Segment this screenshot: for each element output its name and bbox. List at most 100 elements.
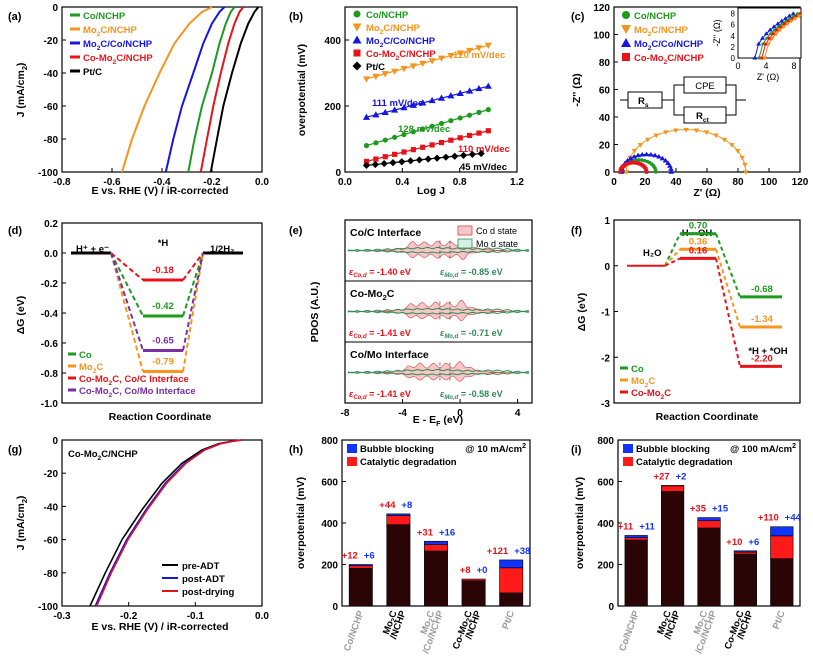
panel-e-legend-mo: Mo d state [476, 239, 518, 249]
bar-degradation-0 [624, 537, 648, 541]
panel-c-legend-marker [622, 11, 630, 19]
inset-y-tick-label: 4 [731, 32, 736, 41]
panel-i-label: (i) [571, 444, 582, 456]
panel-c-point [639, 151, 646, 157]
inset-point [784, 19, 788, 23]
inset-point [775, 21, 781, 26]
panel-h-legend-bubble-swatch [347, 444, 357, 453]
panel-c-legend-label: Co-Mo2C/NCHP [634, 53, 704, 66]
panel-e-mo-d-state [347, 310, 530, 315]
panel-c-point [672, 128, 679, 134]
inset-point [760, 56, 764, 60]
bar-bubble-0 [624, 535, 648, 539]
panel-i-y-tick: 800 [597, 436, 614, 447]
inset-point [796, 14, 802, 19]
panel-c-point [734, 149, 741, 154]
bar-label-bubble: +0 [477, 565, 488, 576]
panel-e-y-axis-label: PDOS (A.U.) [309, 282, 321, 343]
panel-c-point [623, 163, 627, 167]
panel-f-connector [715, 258, 741, 367]
panel-d-x-axis-label: Reaction Coordinate [109, 411, 212, 423]
inset-point [757, 56, 761, 60]
panel-c-x-tick: 20 [639, 177, 651, 188]
panel-d-value-label: -0.18 [152, 265, 174, 276]
panel-d-y-tick: -0.6 [41, 339, 59, 350]
panel-d-final-label: 1/2H₂ [210, 244, 234, 255]
panel-d-value-label: -0.42 [152, 301, 174, 312]
panel-d-label: (d) [8, 225, 22, 237]
panel-f-ts-value: 0.36 [689, 236, 708, 247]
inset-point [762, 56, 768, 61]
panel-c-point [665, 160, 671, 165]
bar-category-label: Mo2C [692, 609, 712, 636]
panel-c-point [638, 162, 642, 166]
panel-f-initial-label: H₂O [643, 248, 661, 259]
panel-e-co-d-state [347, 238, 529, 260]
panel-c-point [668, 166, 674, 171]
bar-label-degradation: +8 [460, 565, 471, 576]
inset-y-tick-label: 6 [731, 21, 736, 30]
panel-c-point [627, 155, 634, 161]
bar-category-label: Mo2C [655, 609, 675, 636]
bar-degradation-4 [499, 567, 524, 594]
panel-b-x-axis-label: Log J [417, 185, 445, 197]
panel-h-legend-degradation: Catalytic degradation [360, 457, 457, 468]
inset-y-tick-label: 0 [731, 54, 736, 63]
panel-a-x-tick: -0.4 [153, 177, 171, 188]
panel-g-x-axis-label: E vs. RHE (V) / iR-corrected [91, 621, 228, 633]
panel-c-legend-label: Mo2C/Co/NCHP [634, 39, 704, 52]
panel-f-y-tick: -1 [601, 308, 610, 319]
panel-d-y-axis-label: ΔG (eV) [15, 296, 27, 334]
panel-f-y-tick: 1 [604, 216, 610, 227]
panel-d-y-tick: -0.4 [41, 309, 59, 320]
panel-i-y-tick: 200 [597, 561, 614, 572]
panel-h-legend-degradation-swatch [347, 457, 357, 466]
inset-point [786, 13, 792, 18]
bar-label-degradation: +27 [653, 471, 669, 482]
panel-b-legend-marker [352, 61, 362, 71]
panel-b-slope-label: 110 mV/dec [458, 144, 510, 155]
panel-h-annotation: @ 10 mA/cm2 [465, 443, 526, 455]
bar-bubble-1 [386, 513, 411, 516]
circuit-wire [662, 84, 684, 101]
panel-d-y-tick: 0.0 [44, 249, 58, 260]
panel-c-point [635, 152, 641, 158]
panel-a-curve-Mo2C/NCHP [121, 6, 213, 173]
panel-d-connector [182, 252, 204, 372]
bar-base-4 [499, 592, 524, 607]
panel-a-label: (a) [8, 11, 22, 23]
panel-i-legend-bubble-swatch [623, 444, 633, 453]
panel-b-x-tick: 1.2 [510, 177, 524, 188]
panel-f-legend-label: Mo2C [631, 376, 655, 389]
panel-b-legend-marker [352, 35, 362, 44]
panel-c-point [653, 133, 660, 139]
bar-label-degradation: +44 [379, 500, 396, 511]
inset-point [790, 11, 796, 16]
panel-b-legend-marker [353, 49, 361, 57]
bar-label-bubble: +8 [401, 500, 412, 511]
panel-c-point [627, 161, 631, 166]
panel-c-point [742, 162, 748, 168]
panel-b-point [362, 76, 371, 83]
panel-d-intermediate-label: *H [158, 238, 169, 249]
panel-a-y-tick: 0 [52, 3, 58, 14]
inset-x-tick-label: 8 [791, 61, 796, 71]
panel-a-legend-label: Pt/C [83, 67, 102, 78]
inset-point [760, 35, 765, 40]
panel-c-point [623, 170, 630, 175]
panel-c-x-tick: 120 [792, 177, 809, 188]
inset-point [779, 18, 785, 23]
bar-label-bubble: +6 [364, 551, 375, 562]
panel-b-fit-line [366, 109, 489, 147]
panel-c-x-tick: 80 [732, 177, 744, 188]
bar-degradation-2 [424, 544, 448, 552]
panel-b-legend-label: Pt/C [366, 62, 385, 73]
bar-bubble-4 [770, 526, 794, 537]
circuit-wire [673, 100, 684, 116]
bar-degradation-1 [386, 515, 411, 525]
panel-d-y-tick: -0.8 [41, 369, 59, 380]
panel-b-y-tick: 400 [324, 36, 341, 47]
panel-a-x-tick: 0.0 [255, 177, 269, 188]
panel-c-legend-marker [621, 38, 631, 47]
panel-e-eps-mo: εMo,d = -0.85 eV [440, 267, 503, 279]
